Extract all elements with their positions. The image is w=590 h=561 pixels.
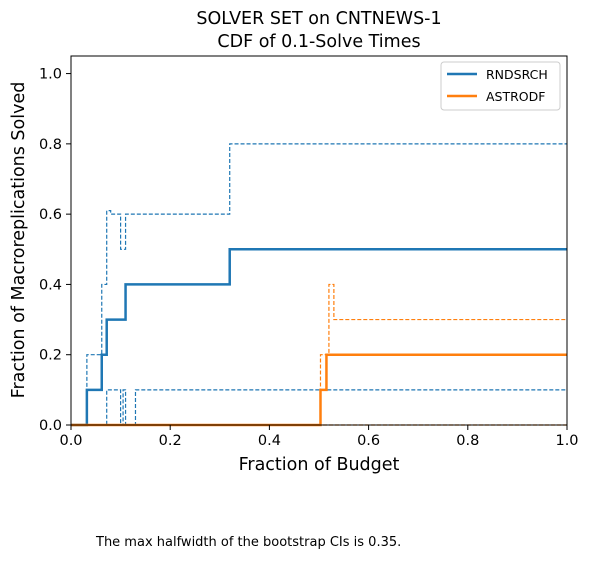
legend-label-rndsrch: RNDSRCH (486, 67, 548, 82)
y-axis-ticks: 0.0 0.2 0.4 0.6 0.8 1.0 (39, 67, 71, 434)
y-tick-label: 0.2 (39, 348, 62, 364)
legend-label-astrodf: ASTRODF (486, 89, 545, 104)
plot-frame (70, 55, 568, 426)
series-rndsrch-ci-lower (71, 389, 567, 426)
plot-series-group (71, 143, 567, 427)
x-tick-label: 0.0 (59, 433, 82, 449)
x-tick-label: 1.0 (555, 433, 578, 449)
legend: RNDSRCH ASTRODF (440, 61, 561, 111)
x-axis-label: Fraction of Budget (239, 455, 400, 475)
y-tick-label: 0.6 (39, 207, 62, 223)
y-tick-label: 1.0 (39, 67, 62, 83)
y-axis-label: Fraction of Macroreplications Solved (9, 82, 29, 399)
chart-title-line-2: CDF of 0.1-Solve Times (217, 32, 420, 52)
x-axis-ticks: 0.0 0.2 0.4 0.6 0.8 1.0 (59, 425, 579, 449)
y-tick-label: 0.8 (39, 137, 62, 153)
chart-title-line-1: SOLVER SET on CNTNEWS-1 (196, 9, 441, 29)
series-rndsrch-ci-upper (71, 143, 567, 426)
series-rndsrch-estimate (71, 248, 567, 427)
x-tick-label: 0.8 (456, 433, 479, 449)
x-tick-label: 0.2 (159, 433, 182, 449)
x-tick-label: 0.6 (357, 433, 380, 449)
y-tick-label: 0.0 (39, 418, 62, 434)
bootstrap-ci-note: The max halfwidth of the bootstrap CIs i… (96, 535, 402, 550)
x-tick-label: 0.4 (258, 433, 281, 449)
y-tick-label: 0.4 (39, 277, 62, 293)
